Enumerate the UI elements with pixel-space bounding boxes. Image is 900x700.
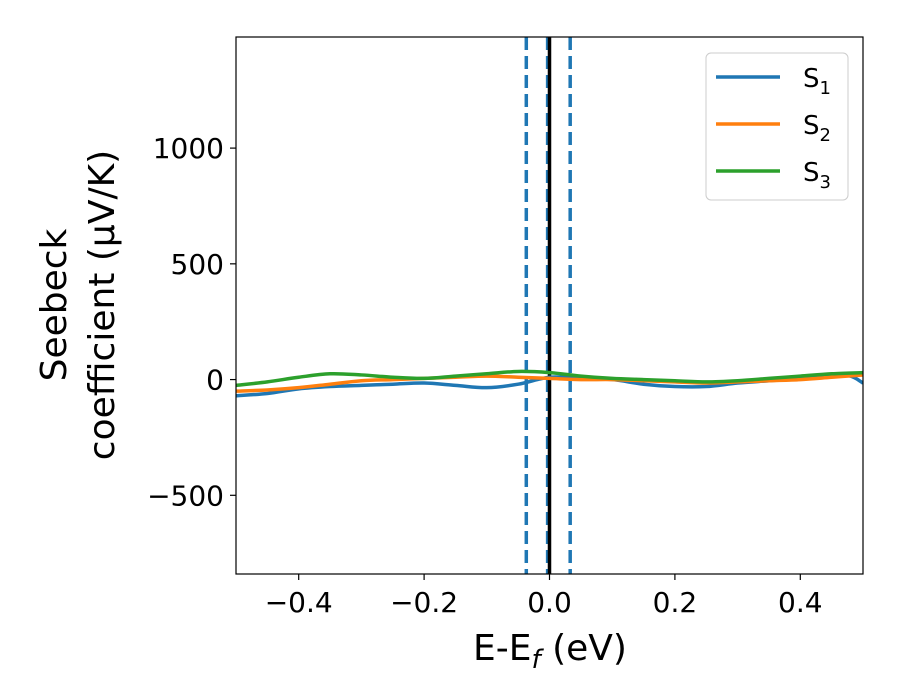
y-axis-label: Seebeck coefficient (μV/K)	[34, 150, 123, 460]
plot-content	[236, 37, 863, 574]
x-tick-label: −0.4	[265, 586, 333, 619]
legend-label-S2: S2	[803, 111, 831, 146]
y-axis-label-line2: coefficient (μV/K)	[82, 150, 123, 460]
axis-ticks: −0.4 −0.2 0.0 0.2 0.4 −500 0 500 1000	[147, 132, 822, 619]
legend-box	[705, 52, 849, 201]
y-tick-label: 1000	[153, 132, 224, 165]
legend: S1 S2 S3	[705, 52, 849, 201]
legend-label-S3: S3	[803, 158, 831, 193]
x-tick-label: 0.4	[778, 586, 823, 619]
plot-area	[236, 37, 863, 574]
y-tick-label: 0	[206, 364, 224, 397]
series-line-S2	[236, 373, 863, 393]
y-tick-label: −500	[147, 479, 224, 512]
x-tick-label: 0.0	[527, 586, 572, 619]
y-tick-label: 500	[171, 248, 224, 281]
x-tick-label: 0.2	[653, 586, 698, 619]
legend-label-S1: S1	[803, 64, 831, 99]
y-axis-label-line1: Seebeck	[34, 228, 75, 381]
x-tick-label: −0.2	[390, 586, 458, 619]
series-line-S3	[236, 369, 863, 388]
x-axis-label: E-Ef (eV)	[473, 628, 627, 675]
